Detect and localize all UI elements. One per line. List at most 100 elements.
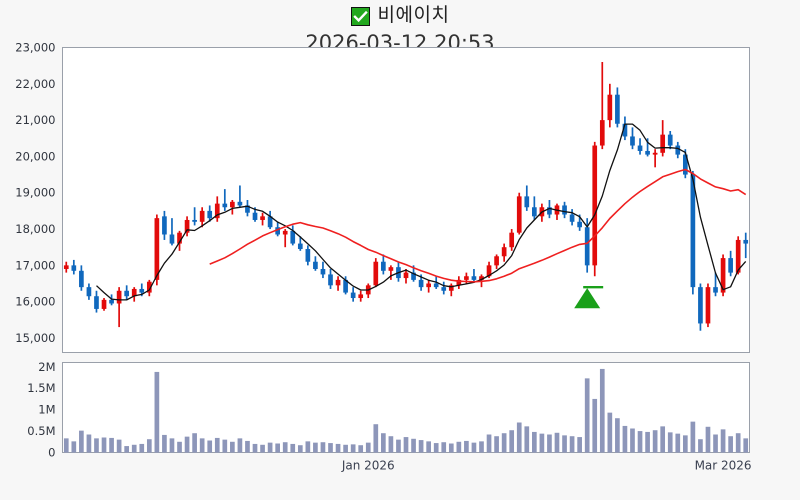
candle-body — [516, 196, 522, 233]
price-axis-tick-label: 21,000 — [15, 113, 55, 127]
candle-body — [599, 120, 605, 146]
title-row: 비에이치 — [0, 0, 800, 30]
green-check-icon — [350, 6, 370, 26]
price-axis-tick-label: 15,000 — [15, 331, 55, 345]
volume-bar — [282, 442, 288, 453]
candle-body — [237, 201, 243, 206]
volume-bar — [109, 437, 114, 453]
volume-bar — [486, 434, 492, 453]
candle-body — [637, 145, 643, 151]
x-axis-tick-label: Jan 2026 — [341, 459, 395, 473]
candle-body — [381, 261, 386, 271]
volume-bar — [350, 444, 356, 453]
candle-body — [652, 152, 658, 155]
candle-body — [698, 287, 703, 324]
volume-bar — [162, 434, 167, 453]
candle-body — [645, 150, 650, 155]
price-axis-tick-label: 18,000 — [15, 222, 55, 236]
volume-bar — [94, 438, 99, 453]
volume-bar — [720, 429, 726, 453]
volume-bar — [660, 426, 666, 453]
volume-bar — [622, 425, 628, 453]
volume-axis-tick-label: 0 — [48, 446, 55, 460]
candle-body — [479, 276, 484, 280]
volume-bar — [698, 439, 703, 453]
candle-body — [184, 219, 190, 233]
candle-body — [305, 249, 311, 262]
candle-body — [335, 279, 341, 286]
price-axis-tick-label: 20,000 — [15, 149, 55, 163]
candle-body — [494, 256, 499, 266]
volume-bar — [177, 441, 182, 453]
candle-body — [94, 296, 99, 309]
volume-bar — [305, 441, 311, 453]
volume-bar — [139, 443, 145, 453]
volume-bar — [501, 433, 507, 453]
volume-bar — [131, 444, 137, 453]
candle-body — [426, 283, 431, 288]
volume-bar — [464, 440, 469, 453]
candle-body — [192, 219, 197, 222]
volume-bar — [297, 445, 303, 453]
volume-bar — [313, 442, 318, 453]
candle-body — [116, 290, 122, 304]
volume-bar — [86, 434, 92, 453]
volume-bar — [471, 442, 477, 453]
price-axis-tick-label: 23,000 — [15, 41, 55, 55]
volume-bar — [448, 443, 454, 453]
candle-body — [547, 207, 552, 215]
volume-bar — [494, 436, 499, 453]
volume-bar — [290, 443, 296, 453]
candle-body — [441, 287, 447, 291]
candle-body — [139, 288, 145, 293]
volume-axis-tick-label: 1.5M — [27, 381, 55, 395]
volume-bar — [509, 430, 515, 453]
candle-body — [464, 276, 469, 280]
candle-body — [124, 290, 130, 297]
candle-body — [297, 243, 303, 250]
candle-body — [433, 283, 439, 288]
volume-bar — [569, 436, 575, 453]
price-axis-tick-label: 22,000 — [15, 77, 55, 91]
candle-body — [615, 94, 620, 124]
volume-bar — [237, 438, 243, 453]
candle-body — [275, 227, 280, 235]
volume-panel-frame — [62, 362, 750, 453]
candle-body — [79, 270, 84, 288]
candle-body — [607, 94, 613, 121]
volume-bar — [320, 442, 326, 453]
volume-bar — [705, 426, 711, 453]
candle-body — [471, 276, 477, 280]
volume-bar — [456, 441, 462, 453]
ma-long-line — [209, 168, 747, 283]
candle-body — [169, 234, 175, 244]
volume-bar — [479, 441, 484, 453]
volume-bar — [532, 431, 537, 453]
candle-body — [63, 265, 69, 269]
volume-bar — [214, 437, 220, 453]
candle-body — [282, 230, 288, 235]
volume-bar — [554, 432, 560, 453]
candle-body — [350, 292, 356, 299]
candle-body — [343, 279, 348, 293]
volume-bar — [79, 430, 84, 453]
volume-bar — [116, 439, 122, 453]
volume-bar — [252, 443, 258, 453]
candle-body — [705, 287, 711, 324]
volume-bar — [373, 424, 379, 453]
volume-axis-tick-label: 0.5M — [27, 424, 55, 438]
volume-bar — [637, 431, 643, 453]
candle-body — [743, 239, 749, 244]
candle-body — [162, 216, 167, 235]
candle-body — [532, 207, 537, 217]
candle-body — [313, 261, 318, 269]
volume-bar — [630, 428, 635, 453]
candle-body — [388, 267, 394, 271]
candle-body — [667, 134, 673, 146]
volume-bar — [645, 431, 650, 453]
volume-bar — [735, 433, 741, 453]
candle-body — [660, 134, 666, 153]
candle-body — [735, 239, 741, 273]
candle-body — [101, 299, 107, 309]
